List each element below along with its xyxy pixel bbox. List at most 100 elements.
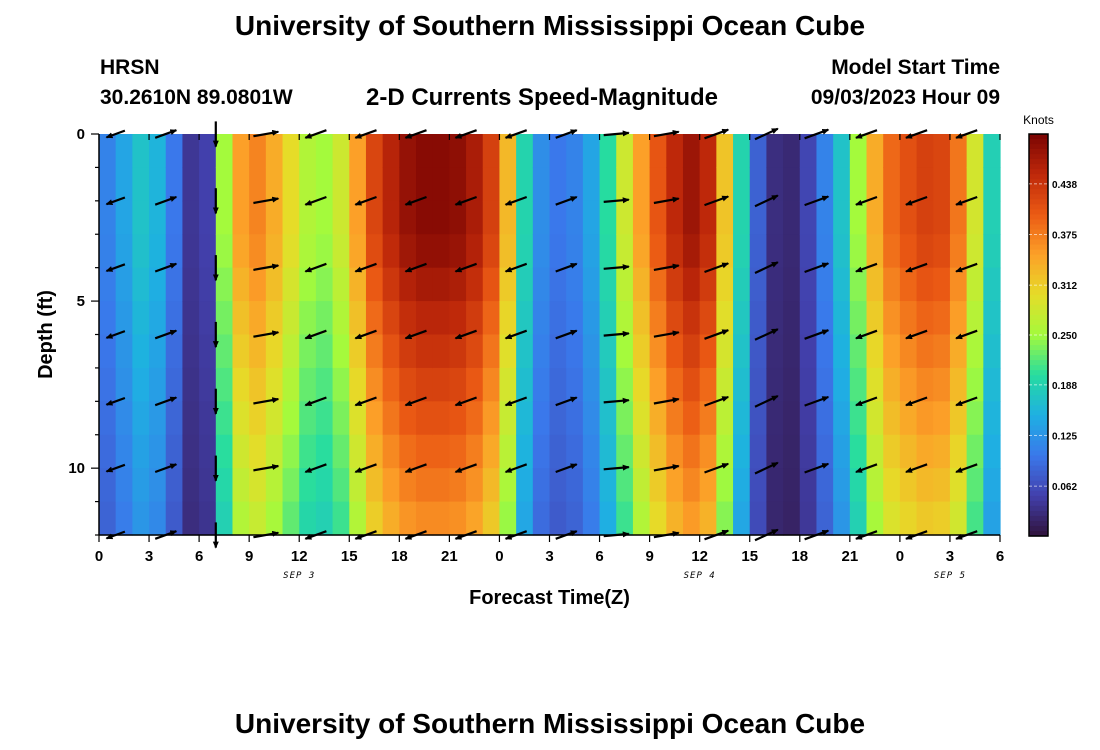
heatmap-cell: [632, 501, 651, 536]
heatmap-cell: [516, 434, 534, 469]
heatmap-cell: [466, 367, 484, 402]
heatmap-cell: [332, 367, 350, 402]
heatmap-cell: [866, 301, 884, 336]
heatmap-cell: [549, 200, 567, 235]
heatmap-cell: [749, 468, 768, 503]
heatmap-cell: [99, 468, 117, 503]
heatmap-cell: [799, 367, 818, 402]
y-tick-label: 0: [77, 126, 85, 143]
heatmap-cell: [632, 167, 651, 202]
current-arrow: [555, 329, 578, 340]
heatmap-cell: [949, 267, 968, 302]
heatmap-cell: [249, 434, 267, 469]
current-arrow: [603, 197, 630, 204]
heatmap-cell: [282, 167, 300, 202]
heatmap-cell: [282, 334, 300, 369]
heatmap-cell: [616, 234, 634, 269]
x-tick-label: 6: [195, 548, 203, 565]
heatmap-cell: [716, 167, 734, 202]
heatmap-cell: [532, 301, 551, 336]
heatmap-cell: [132, 301, 150, 336]
heatmap-cell: [182, 501, 200, 536]
heatmap-cell: [699, 267, 717, 302]
heatmap-cell: [599, 200, 617, 235]
heatmap-cell: [182, 267, 200, 302]
heatmap: [99, 134, 1001, 536]
heatmap-cell: [966, 367, 984, 402]
heatmap-cell: [582, 167, 601, 202]
heatmap-cell: [516, 334, 534, 369]
colorbar-segment: [1029, 234, 1048, 241]
y-tick-label: 5: [77, 293, 85, 310]
heatmap-cell: [716, 501, 734, 536]
heatmap-cell: [799, 200, 818, 235]
heatmap-cell: [766, 501, 784, 536]
current-arrow: [105, 396, 126, 406]
colorbar-segment: [1029, 495, 1048, 502]
heatmap-cell: [833, 200, 851, 235]
colorbar-segment: [1029, 405, 1048, 411]
current-arrow: [603, 264, 630, 271]
heatmap-cell: [165, 234, 184, 269]
heatmap-cell: [866, 501, 884, 536]
current-arrow: [955, 463, 978, 474]
heatmap-cell: [716, 434, 734, 469]
heatmap-cell: [582, 200, 601, 235]
x-tick-label: 21: [441, 548, 458, 565]
heatmap-cell: [382, 301, 400, 336]
heatmap-cell: [833, 434, 851, 469]
heatmap-cell: [149, 367, 167, 402]
heatmap-cell: [766, 468, 784, 503]
heatmap-cell: [866, 167, 884, 202]
heatmap-cell: [866, 267, 884, 302]
heatmap-cell: [416, 468, 434, 503]
colorbar-segment: [1029, 380, 1048, 386]
heatmap-cell: [816, 301, 834, 336]
heatmap-cell: [265, 434, 284, 469]
heatmap-cell: [499, 301, 517, 336]
colorbar-segment: [1029, 525, 1048, 532]
heatmap-cell: [916, 167, 934, 202]
heatmap-cell: [215, 134, 234, 169]
heatmap-cell: [249, 134, 267, 169]
heatmap-cell: [582, 501, 601, 536]
heatmap-cell: [532, 434, 551, 469]
heatmap-cell: [816, 434, 834, 469]
heatmap-cell: [482, 167, 501, 202]
heatmap-cell: [416, 367, 434, 402]
heatmap-cell: [899, 434, 918, 469]
heatmap-cell: [682, 267, 701, 302]
heatmap-cell: [249, 301, 267, 336]
heatmap-cell: [933, 468, 951, 503]
heatmap-cell: [883, 468, 901, 503]
heatmap-cell: [849, 267, 868, 302]
current-arrow: [154, 396, 178, 407]
current-arrow: [603, 330, 630, 337]
plot-name: 2-D Currents Speed-Magnitude: [366, 84, 719, 111]
x-tick-label: 0: [495, 548, 503, 565]
heatmap-cell: [132, 367, 150, 402]
current-arrow: [754, 127, 779, 141]
heatmap-cell: [649, 468, 667, 503]
heatmap-cell: [482, 334, 501, 369]
colorbar-segment: [1029, 284, 1048, 291]
current-arrow: [704, 128, 730, 140]
heatmap-cell: [299, 134, 317, 169]
heatmap-cell: [432, 334, 450, 369]
heatmap-cell: [532, 468, 551, 503]
heatmap-cell: [466, 167, 484, 202]
heatmap-cell: [132, 234, 150, 269]
current-arrow: [154, 262, 178, 273]
heatmap-cell: [916, 334, 934, 369]
heatmap-cell: [582, 267, 601, 302]
colorbar-segment: [1029, 530, 1048, 537]
current-arrow: [354, 195, 377, 206]
heatmap-cell: [299, 501, 317, 536]
heatmap-cell: [833, 167, 851, 202]
heatmap-cell: [582, 468, 601, 503]
colorbar-segment: [1029, 490, 1048, 497]
heatmap-cell: [883, 234, 901, 269]
heatmap-cell: [332, 234, 350, 269]
heatmap-cell: [616, 434, 634, 469]
heatmap-cell: [165, 501, 184, 536]
